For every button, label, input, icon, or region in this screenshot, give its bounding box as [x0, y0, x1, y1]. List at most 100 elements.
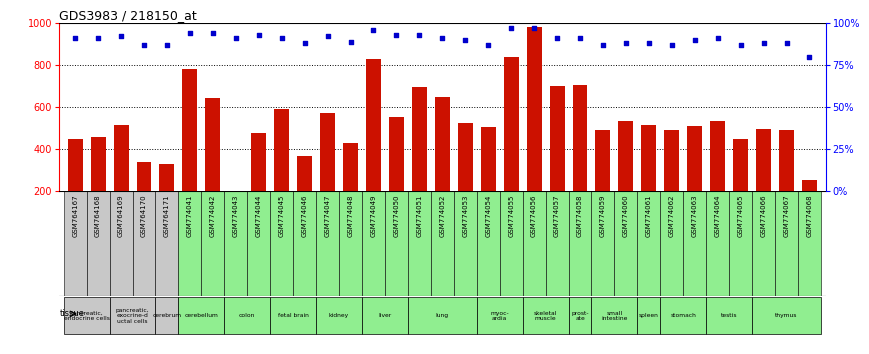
Text: GSM774053: GSM774053	[462, 194, 468, 237]
Text: GSM774052: GSM774052	[440, 194, 445, 237]
Bar	[614, 191, 637, 296]
Bar	[109, 191, 133, 296]
Bar	[156, 191, 178, 296]
Text: GDS3983 / 218150_at: GDS3983 / 218150_at	[59, 9, 197, 22]
Point	[573, 35, 587, 41]
Bar	[477, 191, 500, 296]
Bar	[641, 125, 656, 233]
Text: small
intestine: small intestine	[601, 311, 627, 321]
Text: GSM774054: GSM774054	[485, 194, 491, 237]
Bar	[756, 129, 771, 233]
Text: pancreatic,
exocrine-d
uctal cells: pancreatic, exocrine-d uctal cells	[116, 308, 149, 324]
Bar	[320, 113, 335, 233]
Point	[343, 39, 357, 44]
Bar	[178, 297, 224, 334]
Point	[183, 30, 197, 36]
Text: GSM774048: GSM774048	[348, 194, 354, 237]
Bar	[136, 162, 151, 233]
Point	[298, 40, 312, 46]
Point	[252, 32, 266, 38]
Bar	[434, 97, 450, 233]
Point	[711, 35, 725, 41]
Bar	[224, 297, 270, 334]
Bar	[568, 191, 592, 296]
Bar	[706, 191, 729, 296]
Text: GSM774060: GSM774060	[623, 194, 629, 237]
Text: GSM774055: GSM774055	[508, 194, 514, 237]
Bar	[90, 137, 105, 233]
Bar	[637, 297, 660, 334]
Bar	[385, 191, 408, 296]
Point	[367, 27, 381, 33]
Bar	[366, 59, 381, 233]
Text: GSM774067: GSM774067	[784, 194, 790, 237]
Text: lung: lung	[435, 313, 449, 319]
Point	[114, 34, 128, 39]
Text: cerebellum: cerebellum	[184, 313, 218, 319]
Bar	[664, 130, 680, 233]
Bar	[412, 87, 427, 233]
Bar	[248, 191, 270, 296]
Point	[642, 40, 656, 46]
Text: colon: colon	[239, 313, 255, 319]
Bar	[752, 191, 775, 296]
Bar	[316, 297, 362, 334]
Bar	[408, 297, 477, 334]
Bar	[109, 297, 156, 334]
Text: GSM774044: GSM774044	[255, 194, 262, 237]
Bar	[619, 121, 634, 233]
Bar	[182, 69, 197, 233]
Bar	[637, 191, 660, 296]
Bar	[527, 27, 541, 233]
Bar	[297, 156, 312, 233]
Bar	[293, 191, 316, 296]
Bar	[733, 139, 748, 233]
Bar	[270, 191, 293, 296]
Text: testis: testis	[721, 313, 738, 319]
Bar	[270, 297, 316, 334]
Text: GSM774064: GSM774064	[714, 194, 720, 237]
Bar	[63, 297, 109, 334]
Text: pancreatic,
endocrine cells: pancreatic, endocrine cells	[63, 311, 109, 321]
Bar	[178, 191, 202, 296]
Point	[504, 25, 518, 31]
Bar	[775, 191, 798, 296]
Bar	[229, 191, 243, 233]
Bar	[251, 133, 266, 233]
Bar	[458, 123, 473, 233]
Point	[275, 35, 289, 41]
Point	[321, 34, 335, 39]
Bar	[114, 125, 129, 233]
Text: prost-
ate: prost- ate	[571, 311, 589, 321]
Bar	[549, 86, 565, 233]
Text: thymus: thymus	[775, 313, 798, 319]
Bar	[592, 191, 614, 296]
Point	[229, 35, 242, 41]
Point	[687, 37, 701, 42]
Bar	[202, 191, 224, 296]
Point	[137, 42, 151, 48]
Text: spleen: spleen	[639, 313, 659, 319]
Text: skeletal
muscle: skeletal muscle	[534, 311, 557, 321]
Text: GSM774046: GSM774046	[302, 194, 308, 237]
Bar	[133, 191, 156, 296]
Point	[733, 42, 747, 48]
Bar	[362, 297, 408, 334]
Bar	[683, 191, 706, 296]
Text: GSM774051: GSM774051	[416, 194, 422, 237]
Bar	[595, 130, 610, 233]
Point	[481, 42, 495, 48]
Point	[206, 30, 220, 36]
Point	[160, 42, 174, 48]
Point	[619, 40, 633, 46]
Text: GSM774065: GSM774065	[738, 194, 744, 237]
Bar	[802, 179, 817, 233]
Text: GSM764171: GSM764171	[164, 194, 170, 237]
Text: GSM764167: GSM764167	[72, 194, 78, 237]
Bar	[706, 297, 752, 334]
Text: cerebrum: cerebrum	[152, 313, 182, 319]
Bar	[546, 191, 568, 296]
Bar	[68, 139, 83, 233]
Bar	[224, 191, 248, 296]
Point	[91, 35, 105, 41]
